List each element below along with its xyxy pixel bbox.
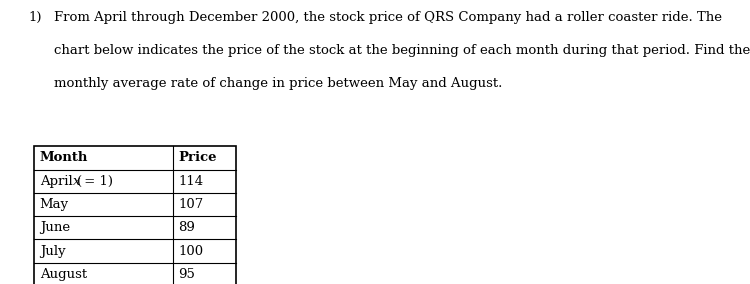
Text: monthly average rate of change in price between May and August.: monthly average rate of change in price … [54,77,503,90]
Text: July: July [40,245,65,258]
Text: April (: April ( [40,175,82,188]
Text: 95: 95 [178,268,195,281]
Text: chart below indicates the price of the stock at the beginning of each month duri: chart below indicates the price of the s… [54,44,750,57]
Text: 107: 107 [178,198,204,211]
Text: 100: 100 [178,245,203,258]
Text: June: June [40,221,70,234]
Text: 1): 1) [28,11,42,24]
Text: = 1): = 1) [80,175,112,188]
Text: x: x [73,175,80,188]
Text: 114: 114 [178,175,203,188]
Text: May: May [40,198,69,211]
Text: Price: Price [178,151,217,164]
Text: Month: Month [40,151,88,164]
Text: 89: 89 [178,221,195,234]
Text: From April through December 2000, the stock price of QRS Company had a roller co: From April through December 2000, the st… [54,11,722,24]
Text: August: August [40,268,87,281]
